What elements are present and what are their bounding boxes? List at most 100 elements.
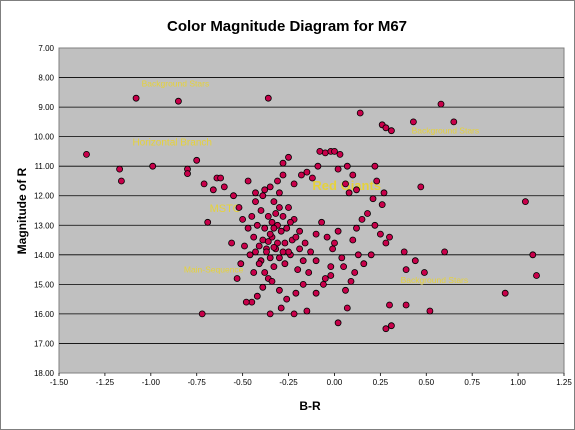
data-point bbox=[340, 263, 348, 271]
x-tick-label: 1.25 bbox=[556, 378, 572, 387]
data-point bbox=[347, 277, 355, 285]
data-point bbox=[353, 186, 360, 194]
data-point bbox=[174, 97, 182, 105]
data-point bbox=[369, 195, 377, 203]
data-point bbox=[371, 162, 379, 170]
data-point bbox=[319, 280, 327, 288]
data-point bbox=[349, 171, 357, 179]
data-point bbox=[274, 239, 281, 247]
data-point bbox=[382, 124, 390, 132]
data-point bbox=[409, 118, 417, 126]
data-point bbox=[263, 248, 270, 256]
chart-title: Color Magnitude Diagram for M67 bbox=[167, 18, 407, 35]
data-points bbox=[83, 94, 540, 333]
data-point bbox=[246, 251, 254, 259]
data-point bbox=[378, 201, 386, 209]
data-point bbox=[250, 269, 258, 276]
data-point bbox=[274, 177, 281, 185]
y-tick-label: 18.00 bbox=[34, 369, 55, 378]
data-point bbox=[334, 165, 342, 173]
data-point bbox=[270, 263, 278, 271]
data-point bbox=[235, 204, 243, 211]
x-tick-label: 0.75 bbox=[464, 378, 480, 387]
data-point bbox=[237, 260, 245, 268]
data-point bbox=[386, 301, 393, 309]
data-point bbox=[220, 183, 228, 191]
data-point bbox=[356, 109, 364, 117]
annotation-label: MSTO bbox=[210, 203, 242, 215]
data-point bbox=[259, 192, 267, 200]
data-point bbox=[233, 275, 241, 282]
data-point bbox=[209, 186, 217, 194]
data-point bbox=[303, 307, 311, 315]
data-point bbox=[387, 127, 395, 135]
data-point bbox=[299, 257, 307, 265]
data-point bbox=[402, 301, 410, 309]
data-point bbox=[279, 212, 287, 220]
annotation-label: Main-Sequence bbox=[184, 265, 244, 275]
data-point bbox=[252, 198, 259, 206]
data-point bbox=[270, 224, 278, 232]
data-point bbox=[373, 177, 381, 185]
data-point bbox=[441, 248, 449, 256]
data-point bbox=[329, 245, 337, 253]
data-point bbox=[417, 183, 425, 191]
data-point bbox=[259, 283, 267, 291]
y-tick-label: 11.00 bbox=[35, 162, 55, 171]
data-point bbox=[334, 227, 342, 235]
x-tick-label: 0.00 bbox=[327, 378, 343, 387]
data-point bbox=[343, 162, 351, 170]
y-tick-label: 14.00 bbox=[34, 251, 55, 260]
data-point bbox=[279, 159, 287, 167]
data-point bbox=[292, 289, 300, 297]
data-point bbox=[437, 100, 445, 108]
data-point bbox=[266, 310, 274, 318]
data-point bbox=[255, 242, 263, 250]
data-point bbox=[360, 260, 368, 268]
y-tick-label: 15.00 bbox=[34, 280, 55, 289]
data-point bbox=[272, 210, 280, 217]
data-point bbox=[248, 212, 256, 220]
data-point bbox=[303, 168, 311, 176]
gridlines bbox=[59, 77, 564, 344]
data-point bbox=[400, 248, 408, 256]
data-point bbox=[358, 215, 366, 223]
data-point bbox=[342, 286, 349, 294]
data-point bbox=[252, 248, 259, 256]
data-point bbox=[301, 239, 309, 247]
x-axis-ticks: -1.50 -1.25 -1.00 -0.75 -0.50 -0.25 0.00 0.25 0.… bbox=[50, 373, 572, 387]
data-point bbox=[349, 236, 357, 244]
data-point bbox=[268, 277, 276, 285]
data-point bbox=[281, 239, 289, 247]
y-tick-label: 13.00 bbox=[34, 221, 55, 230]
data-point bbox=[184, 170, 191, 178]
data-point bbox=[204, 218, 212, 226]
data-point bbox=[266, 230, 274, 238]
data-point bbox=[255, 260, 263, 268]
data-point bbox=[342, 180, 349, 188]
data-point bbox=[380, 189, 388, 197]
x-axis-title: B-R bbox=[299, 399, 321, 413]
y-axis-ticks: 7.00 8.00 9.00 10.00 11.00 12.00 13.00 14.00 15.… bbox=[34, 44, 55, 378]
data-point bbox=[345, 189, 353, 197]
data-point bbox=[371, 221, 379, 229]
data-point bbox=[297, 171, 305, 179]
data-point bbox=[266, 254, 274, 262]
x-tick-label: -0.75 bbox=[188, 378, 207, 387]
data-point bbox=[275, 254, 283, 262]
annotation-label: Background Stars bbox=[142, 78, 210, 88]
data-point bbox=[331, 239, 338, 247]
data-point bbox=[193, 156, 201, 164]
data-point bbox=[450, 118, 458, 126]
data-point bbox=[296, 227, 304, 235]
data-point bbox=[386, 233, 393, 241]
data-point bbox=[294, 266, 302, 274]
x-tick-label: -0.25 bbox=[279, 378, 298, 387]
data-point bbox=[382, 325, 390, 333]
data-point bbox=[283, 224, 291, 232]
data-point bbox=[420, 269, 428, 276]
data-point bbox=[501, 289, 509, 297]
data-point bbox=[244, 177, 252, 185]
x-tick-label: 1.00 bbox=[510, 378, 526, 387]
annotation-label: Background Stars bbox=[401, 275, 469, 285]
